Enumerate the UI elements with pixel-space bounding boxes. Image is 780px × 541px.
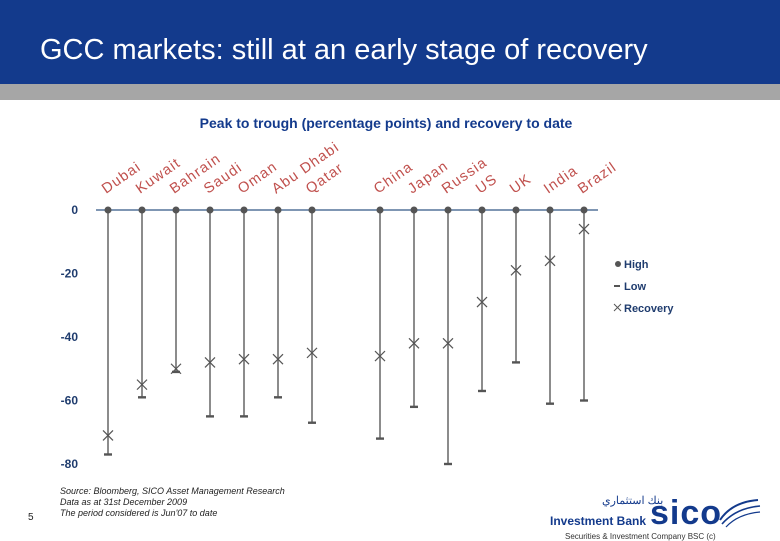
range-chart: Peak to trough (percentage points) and r… [61, 115, 675, 471]
sico-logo: بنك استثماري Investment Bank sico Securi… [548, 494, 778, 541]
y-tick-label: -60 [61, 394, 79, 408]
high-marker [240, 206, 248, 214]
slide-title: GCC markets: still at an early stage of … [40, 34, 648, 66]
high-marker [104, 206, 112, 214]
logo-wordmark: sico [650, 494, 723, 532]
logo-bank-text: Investment Bank [550, 514, 647, 528]
y-tick-label: -20 [61, 267, 79, 281]
source-line: Source: Bloomberg, SICO Asset Management… [60, 486, 285, 496]
high-marker [138, 206, 146, 214]
y-tick-label: 0 [71, 203, 78, 217]
recovery-marker [238, 353, 250, 365]
high-marker [580, 206, 588, 214]
high-marker [410, 206, 418, 214]
legend-label: Low [624, 281, 646, 293]
legend-recovery-icon [613, 303, 622, 312]
category-label: India [541, 163, 581, 198]
source-line: The period considered is Jun'07 to date [60, 508, 218, 518]
legend-label: Recovery [624, 303, 674, 315]
category-label: Brazil [575, 159, 620, 197]
source-note: Source: Bloomberg, SICO Asset Management… [60, 486, 285, 519]
recovery-marker [544, 255, 556, 267]
recovery-marker [204, 356, 216, 368]
recovery-marker [272, 353, 284, 365]
category-label: UK [507, 171, 535, 197]
high-marker [308, 206, 316, 214]
recovery-marker [102, 430, 114, 441]
high-marker [512, 206, 520, 214]
legend-high-icon [615, 261, 621, 267]
high-marker [444, 206, 452, 214]
recovery-marker [510, 264, 522, 276]
high-marker [478, 206, 486, 214]
recovery-marker [578, 223, 590, 235]
logo-swoosh-icon [719, 499, 761, 528]
recovery-marker [136, 379, 148, 391]
high-marker [172, 206, 180, 214]
y-tick-label: -40 [61, 330, 79, 344]
recovery-marker [442, 337, 454, 349]
high-marker [274, 206, 282, 214]
recovery-marker [374, 350, 386, 362]
logo-arabic-text: بنك استثماري [602, 495, 664, 507]
recovery-marker [306, 347, 318, 359]
source-line: Data as at 31st December 2009 [60, 497, 188, 507]
high-marker [206, 206, 214, 214]
high-marker [376, 206, 384, 214]
recovery-marker [476, 296, 488, 308]
header-strip [0, 84, 780, 100]
recovery-marker [170, 363, 182, 375]
logo-caption: Securities & Investment Company BSC (c) [565, 532, 716, 541]
high-marker [546, 206, 554, 214]
recovery-marker [408, 337, 420, 349]
y-tick-label: -80 [61, 457, 79, 471]
title-bar: GCC markets: still at an early stage of … [0, 0, 780, 84]
page-number: 5 [28, 512, 34, 523]
chart-title: Peak to trough (percentage points) and r… [200, 115, 573, 131]
legend-label: High [624, 259, 649, 271]
